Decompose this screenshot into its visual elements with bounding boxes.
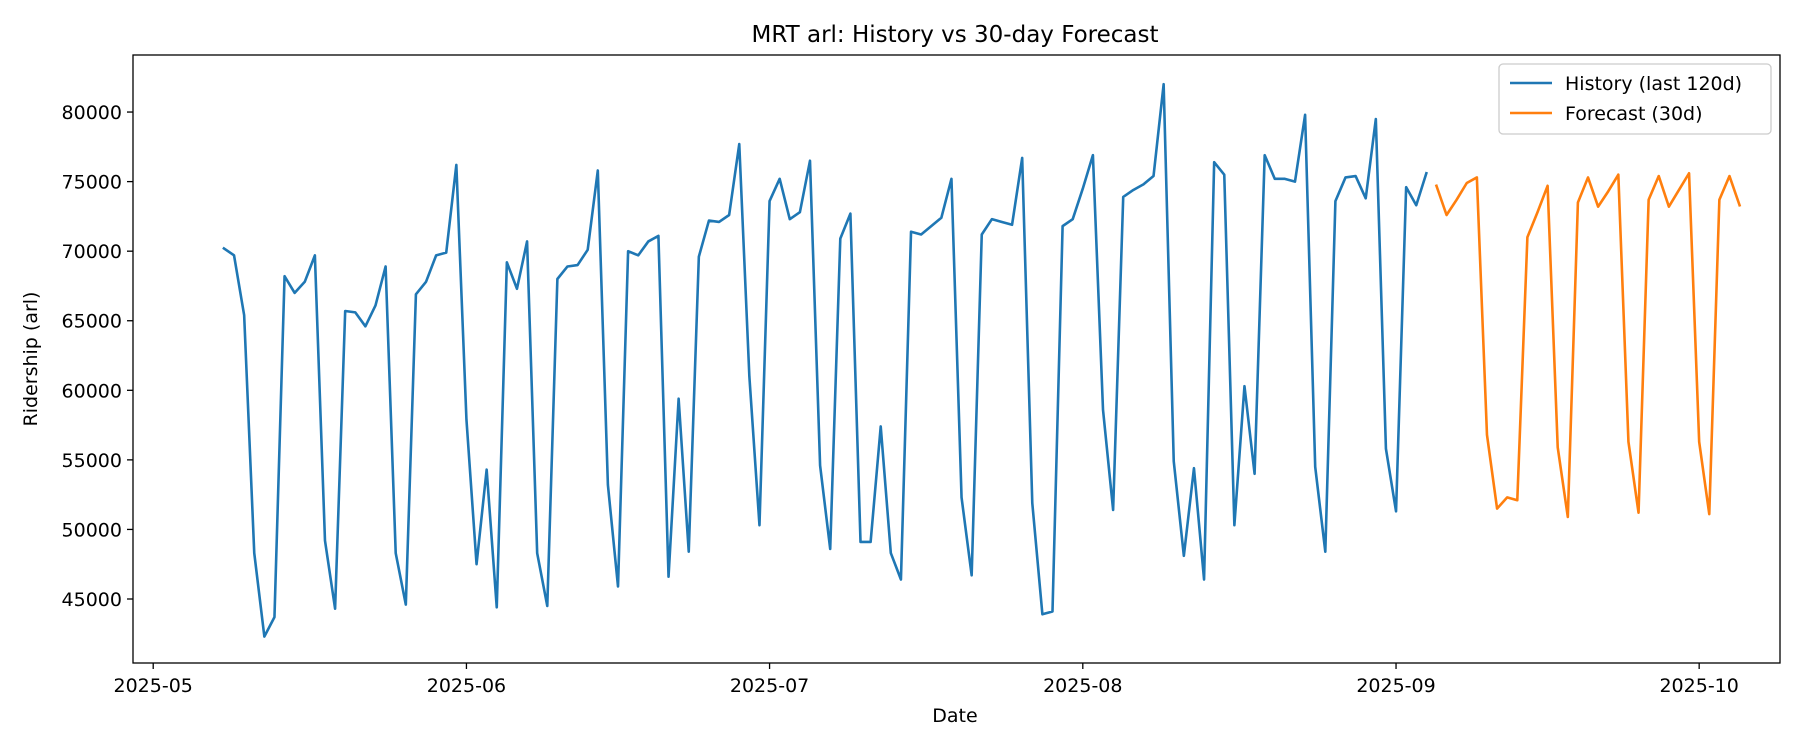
x-tick-label: 2025-09 — [1356, 675, 1435, 697]
y-tick-label: 70000 — [62, 241, 122, 263]
series-line-forecast — [1434, 171, 1742, 519]
series-line-history — [222, 82, 1428, 638]
y-axis-title: Ridership (arl) — [20, 292, 42, 427]
chart-title: MRT arl: History vs 30-day Forecast — [751, 22, 1158, 48]
x-tick-label: 2025-06 — [427, 675, 506, 697]
y-tick-label: 60000 — [62, 380, 122, 402]
x-axis: 2025-05 2025-06 2025-07 2025-08 2025-09 2025-… — [114, 663, 1739, 697]
x-tick-label: 2025-08 — [1043, 675, 1122, 697]
legend: History (last 120d) Forecast (30d) — [1498, 63, 1772, 135]
y-tick-label: 65000 — [62, 311, 122, 333]
x-axis-title: Date — [932, 705, 977, 727]
x-tick-label: 2025-05 — [114, 675, 193, 697]
y-tick-label: 80000 — [62, 102, 122, 124]
legend-label-forecast: Forecast (30d) — [1565, 103, 1703, 125]
y-tick-label: 55000 — [62, 450, 122, 472]
legend-label-history: History (last 120d) — [1565, 73, 1742, 95]
y-tick-label: 50000 — [62, 519, 122, 541]
x-tick-label: 2025-07 — [730, 675, 809, 697]
y-tick-label: 75000 — [62, 172, 122, 194]
series-layer — [222, 82, 1742, 638]
legend-box — [1498, 63, 1772, 135]
x-tick-label: 2025-10 — [1659, 675, 1738, 697]
y-axis: 45000 50000 55000 60000 65000 70000 75000 80000 — [62, 102, 133, 611]
plot-frame — [132, 54, 1781, 664]
y-tick-label: 45000 — [62, 589, 122, 611]
plot-area — [132, 54, 1781, 664]
